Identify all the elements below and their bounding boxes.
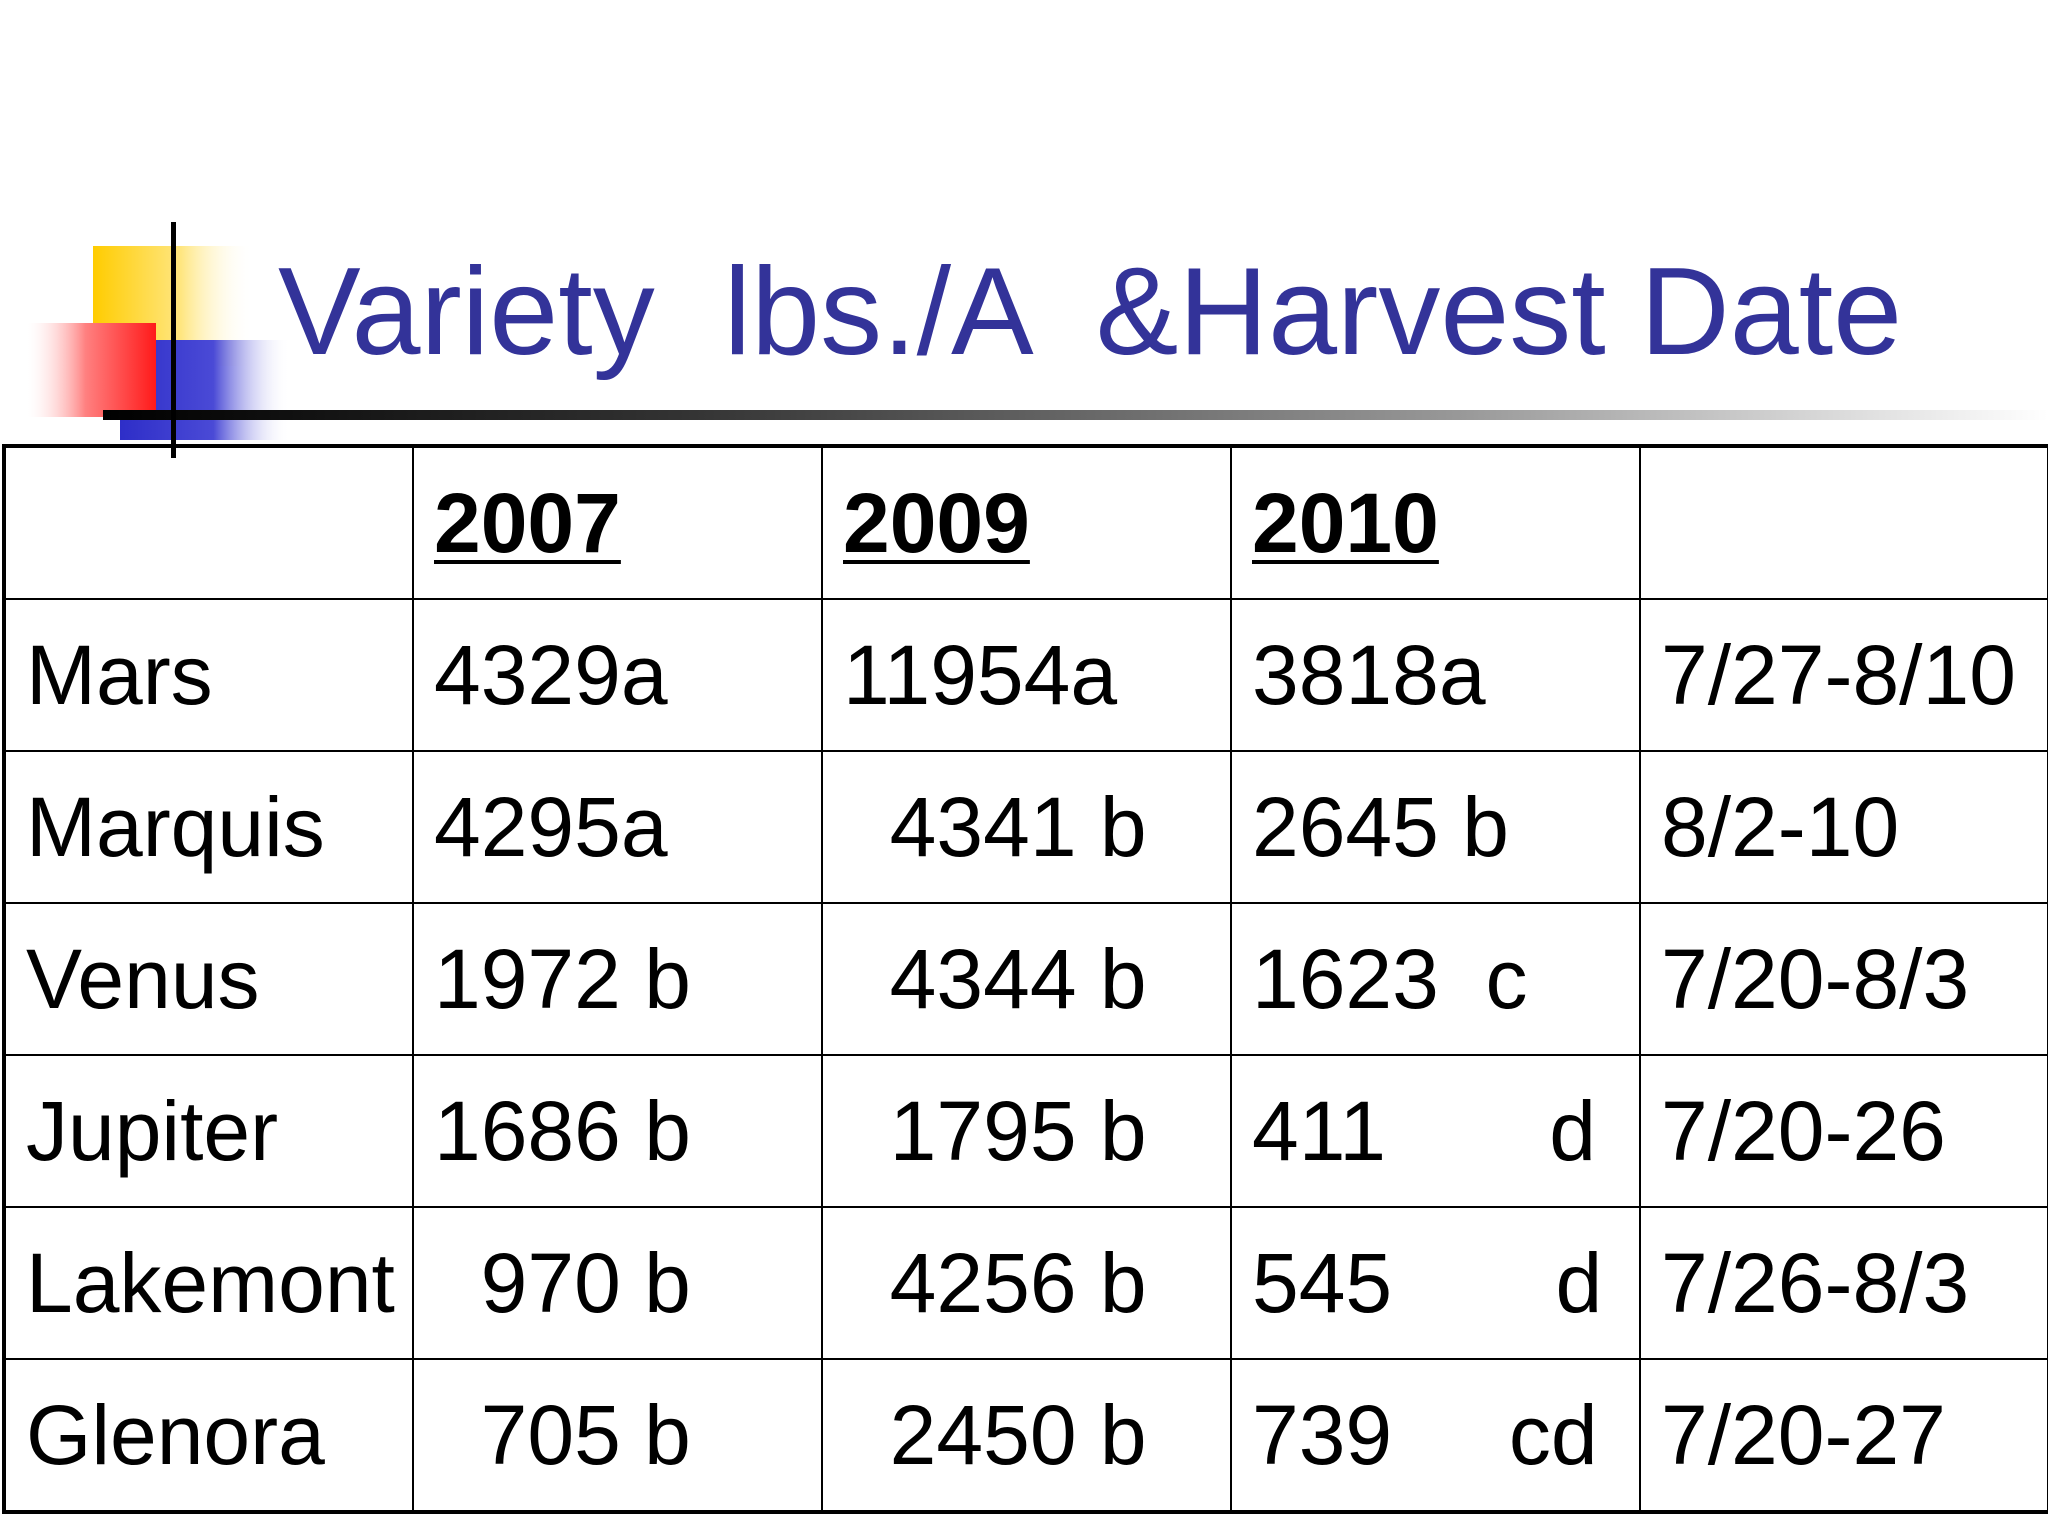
yield-2007-cell: 1686 b (412, 1054, 823, 1208)
table-row: Lakemont 970 b 4256 b 545 d 7/26-8/3 (3, 1206, 2048, 1360)
header-row: 2007 2009 2010 (3, 445, 2048, 600)
yield-2009-cell: 1795 b (821, 1054, 1232, 1208)
yield-2009-cell: 4344 b (821, 902, 1232, 1056)
title-underline (103, 410, 2048, 420)
yield-2009-cell: 4341 b (821, 750, 1232, 904)
yield-2010-cell: 3818a (1230, 598, 1641, 752)
vertical-rule (171, 222, 176, 458)
harvest-date-cell: 7/26-8/3 (1639, 1206, 2048, 1360)
variety-cell: Jupiter (3, 1054, 414, 1208)
harvest-date-cell: 7/20-8/3 (1639, 902, 2048, 1056)
header-cell-2009: 2009 (821, 445, 1232, 600)
table-row: Marquis 4295a 4341 b 2645 b 8/2-10 (3, 750, 2048, 904)
yield-2007-cell: 4329a (412, 598, 823, 752)
yield-2007-cell: 705 b (412, 1358, 823, 1513)
harvest-date-cell: 8/2-10 (1639, 750, 2048, 904)
yield-2009-cell: 11954a (821, 598, 1232, 752)
table-row: Glenora 705 b 2450 b 739 cd 7/20-27 (3, 1358, 2048, 1513)
table-row: Venus 1972 b 4344 b 1623 c 7/20-8/3 (3, 902, 2048, 1056)
blue-square (120, 340, 290, 440)
harvest-table: 2007 2009 2010 Mars 4329a 11954a 3818a 7… (2, 444, 2048, 1514)
harvest-date-cell: 7/27-8/10 (1639, 598, 2048, 752)
variety-cell: Marquis (3, 750, 414, 904)
harvest-date-cell: 7/20-26 (1639, 1054, 2048, 1208)
yield-2007-cell: 1972 b (412, 902, 823, 1056)
variety-cell: Lakemont (3, 1206, 414, 1360)
yield-2007-cell: 4295a (412, 750, 823, 904)
variety-cell: Glenora (3, 1358, 414, 1513)
yellow-square (93, 246, 253, 366)
yield-2009-cell: 2450 b (821, 1358, 1232, 1513)
title-decoration (28, 222, 2048, 458)
yield-2010-cell: 545 d (1230, 1206, 1641, 1360)
yield-2010-cell: 739 cd (1230, 1358, 1641, 1513)
yield-2007-cell: 970 b (412, 1206, 823, 1360)
yield-2010-cell: 411 d (1230, 1054, 1641, 1208)
yield-2009-cell: 4256 b (821, 1206, 1232, 1360)
header-cell-harvest (1639, 445, 2048, 600)
table-row: Mars 4329a 11954a 3818a 7/27-8/10 (3, 598, 2048, 752)
table-row: Jupiter 1686 b 1795 b 411 d 7/20-26 (3, 1054, 2048, 1208)
slide-title: Variety lbs./A &Harvest Date (278, 243, 1903, 381)
harvest-date-cell: 7/20-27 (1639, 1358, 2048, 1513)
yield-2010-cell: 2645 b (1230, 750, 1641, 904)
header-cell-2007: 2007 (412, 445, 823, 600)
yield-2010-cell: 1623 c (1230, 902, 1641, 1056)
header-cell-blank (3, 445, 414, 600)
variety-cell: Venus (3, 902, 414, 1056)
variety-cell: Mars (3, 598, 414, 752)
header-cell-2010: 2010 (1230, 445, 1641, 600)
red-square (28, 323, 156, 417)
